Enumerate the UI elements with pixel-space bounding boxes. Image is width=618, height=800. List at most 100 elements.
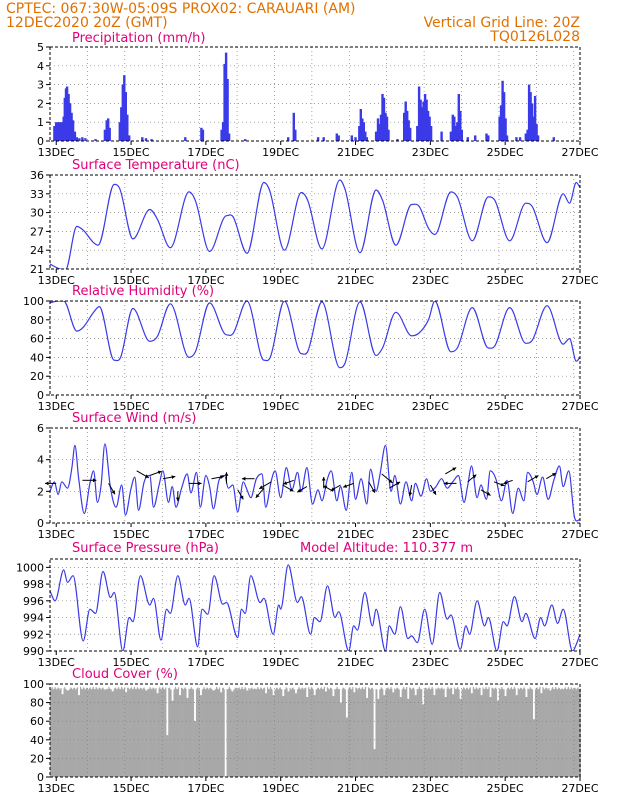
cloud-column [310, 688, 312, 777]
cloud-column [465, 689, 467, 777]
cloud-column [328, 689, 330, 777]
precip-bar [374, 131, 378, 141]
cloud-column [528, 689, 530, 777]
cloud-column [103, 689, 106, 777]
cloud-column [119, 689, 121, 777]
cloud-column [158, 688, 160, 777]
rh-xtick-label: 15DEC [113, 400, 150, 413]
temp-xtick-label: 15DEC [113, 274, 150, 287]
cloud-column [243, 689, 245, 777]
precip-bar [485, 133, 488, 141]
cloud-column [218, 689, 220, 777]
cloud-column [276, 687, 278, 777]
rh-ytick-label: 20 [30, 370, 44, 383]
precip-bar [379, 114, 383, 141]
cloud-column [72, 689, 74, 777]
cloud-column [111, 691, 113, 777]
rh-title: Relative Humidity (%) [72, 284, 214, 299]
precip-bar [396, 139, 399, 141]
cloud-column [294, 693, 296, 777]
pres-xtick-label: 21DEC [337, 656, 374, 669]
cloud-column [538, 688, 540, 777]
cloud-column [212, 690, 214, 777]
cloud-column [125, 692, 127, 777]
cloud-column [110, 689, 112, 777]
cloud-column [482, 687, 484, 777]
cloud-column [477, 689, 479, 777]
cloud-column [186, 697, 188, 777]
cloud-column [456, 688, 458, 777]
cloud-column [247, 690, 249, 777]
cloud-column [537, 689, 539, 777]
cloud-column [522, 689, 524, 777]
cloud-column [64, 687, 66, 777]
cloud-column [115, 687, 117, 777]
cloud-column [573, 689, 575, 777]
cloud-column [200, 695, 202, 777]
cloud-column [297, 688, 299, 777]
cloud-column [104, 689, 106, 777]
cloud-column [367, 697, 369, 777]
cloud-column [388, 689, 390, 777]
cloud-column [552, 687, 554, 777]
cloud-column [427, 689, 429, 777]
precip-bar [359, 109, 362, 141]
cloud-column [229, 688, 231, 777]
cloud-column [394, 688, 396, 777]
cloud-column [120, 688, 122, 777]
cloud-column [163, 689, 165, 777]
cloud-column [52, 689, 55, 777]
cloud-column [50, 688, 52, 777]
cloud-column [213, 690, 215, 777]
precip-bar [105, 120, 108, 141]
cloud-column [492, 689, 495, 777]
precipitation-bars [53, 52, 555, 141]
wind-arrow-head [198, 481, 202, 486]
wind-series-line [50, 443, 580, 522]
cloud-column [302, 688, 304, 777]
cloud-column [102, 687, 104, 777]
wind-ytick-label: 4 [37, 454, 44, 467]
cloud-column [508, 689, 510, 777]
cloud-column [390, 686, 392, 777]
precip-xtick-label: 19DEC [262, 146, 299, 159]
cloud-column [79, 695, 81, 777]
wind-arrow-head [239, 495, 244, 500]
cloud-column [445, 697, 447, 777]
cloud-column [478, 687, 480, 777]
cloud-column [401, 689, 403, 777]
cloud-column [473, 688, 475, 777]
cloud-column [303, 689, 305, 777]
cloud-column [411, 689, 413, 777]
cloud-column [140, 687, 142, 777]
cloud-column [345, 717, 347, 777]
cloud-column [532, 719, 534, 777]
cloud-column [283, 696, 285, 777]
cloud-column [55, 689, 58, 777]
cloud-column [80, 688, 82, 777]
cloud-column [379, 688, 382, 777]
cloud-column [561, 688, 563, 777]
cloud-column [277, 689, 279, 777]
cloud-column [154, 689, 156, 777]
precip-bar [224, 52, 228, 141]
wind-arrow-head [255, 493, 260, 498]
header-grid-note: Vertical Grid Line: 20Z [424, 15, 580, 31]
cloud-column [302, 689, 305, 777]
cloud-column [579, 689, 581, 777]
panel-temperature: Surface Temperature (nC) 21 24 27 30 33 36 13DE… [30, 158, 599, 287]
precip-bar [150, 139, 153, 141]
cloud-column [546, 689, 548, 777]
precip-bar [73, 131, 77, 141]
cloud-column [511, 688, 513, 777]
precip-bar [220, 129, 223, 141]
cloud-column [255, 688, 257, 777]
cloud-column [208, 689, 210, 777]
cloud-column [450, 687, 452, 777]
cloud-column [492, 687, 494, 777]
cloud-column [391, 692, 394, 777]
cloud-column [314, 695, 317, 777]
cloud-column [278, 688, 281, 777]
cloud-column [448, 689, 450, 777]
cloud-column [376, 698, 379, 777]
